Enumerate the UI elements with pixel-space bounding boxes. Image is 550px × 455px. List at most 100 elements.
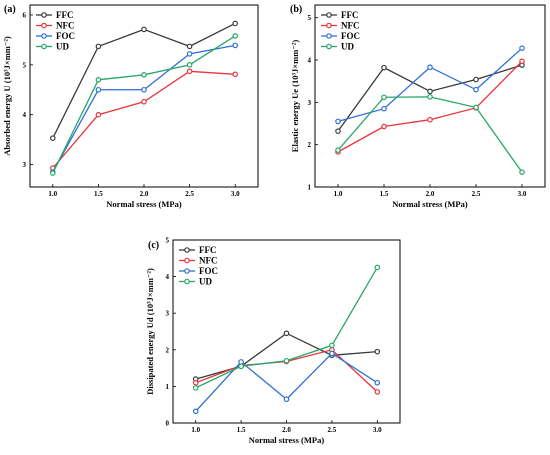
legend-label-nfc: NFC xyxy=(199,256,218,266)
data-point-ud xyxy=(473,104,479,111)
series-line-foc xyxy=(52,44,236,173)
legend-marker-nfc xyxy=(184,257,190,264)
x-tick-label: 3.0 xyxy=(518,190,527,198)
data-point-nfc xyxy=(427,116,433,123)
legend-label-nfc: NFC xyxy=(341,21,360,31)
y-tick-label: 3 xyxy=(308,99,312,107)
data-point-nfc xyxy=(192,379,199,386)
legend-label-ffc: FFC xyxy=(341,10,359,20)
x-tick-label: 3.0 xyxy=(373,426,382,434)
legend-label-ud: UD xyxy=(341,42,354,52)
data-point-foc xyxy=(95,86,102,93)
x-tick-label: 2.5 xyxy=(328,426,337,434)
data-point-ffc xyxy=(141,26,147,33)
y-tick-label: 4 xyxy=(308,57,312,65)
data-point-foc xyxy=(238,359,244,365)
data-point-ud xyxy=(381,94,387,101)
legend-label-ffc: FFC xyxy=(199,245,217,255)
x-tick-label: 1.5 xyxy=(237,426,246,434)
y-tick-label: 4 xyxy=(23,111,27,119)
data-point-foc xyxy=(192,408,199,415)
data-point-ud xyxy=(427,94,433,100)
data-point-foc xyxy=(186,51,193,57)
data-point-ud xyxy=(329,342,335,349)
x-tick-label: 2.0 xyxy=(426,190,435,198)
series-line-foc xyxy=(337,47,523,123)
legend-marker-ud xyxy=(41,43,47,50)
y-tick-label: 2 xyxy=(308,141,312,149)
x-tick-label: 1.5 xyxy=(94,190,103,198)
data-point-ffc xyxy=(186,43,193,50)
y-tick-label: 0 xyxy=(166,420,170,428)
series-line-nfc xyxy=(52,70,236,169)
data-point-foc xyxy=(141,86,147,93)
data-point-ffc xyxy=(232,20,239,27)
data-point-ud xyxy=(186,62,193,68)
y-tick-label: 1 xyxy=(308,184,312,192)
legend-label-foc: FOC xyxy=(341,31,360,41)
x-axis-title: Normal stress (MPa) xyxy=(106,199,182,209)
data-point-foc xyxy=(519,45,525,51)
data-point-ud xyxy=(232,33,239,39)
panel-label: (b) xyxy=(290,4,302,15)
data-point-ffc xyxy=(374,348,381,355)
data-point-foc xyxy=(381,105,387,112)
y-tick-label: 1 xyxy=(166,383,170,391)
panel-label: (c) xyxy=(148,240,159,251)
x-tick-label: 1.0 xyxy=(48,190,57,198)
legend-marker-ud xyxy=(184,278,190,285)
legend-label-ffc: FFC xyxy=(56,10,74,20)
series-line-ud xyxy=(337,96,523,173)
legend-marker-foc xyxy=(41,33,47,39)
legend-marker-ffc xyxy=(184,247,190,253)
x-axis-title: Normal stress (MPa) xyxy=(392,199,468,209)
series-line-ud xyxy=(195,267,378,389)
y-tick-label: 5 xyxy=(308,14,312,22)
data-point-ud xyxy=(335,147,341,153)
x-tick-label: 2.0 xyxy=(282,426,291,434)
x-tick-label: 1.0 xyxy=(334,190,343,198)
y-tick-label: 5 xyxy=(166,237,170,245)
data-point-ud xyxy=(49,170,56,176)
data-point-nfc xyxy=(519,58,525,65)
data-point-ud xyxy=(238,363,244,370)
data-point-ffc xyxy=(283,330,290,337)
legend-label-foc: FOC xyxy=(56,31,75,41)
data-point-foc xyxy=(335,118,341,125)
data-point-foc xyxy=(427,64,433,71)
data-point-ffc xyxy=(381,64,387,71)
y-tick-label: 6 xyxy=(23,11,27,19)
panel-label: (a) xyxy=(4,4,16,15)
legend-marker-foc xyxy=(184,268,190,274)
data-point-nfc xyxy=(374,389,381,395)
data-point-foc xyxy=(473,86,479,93)
y-axis-title: Dissipated energy Ud (10³J×mm⁻²) xyxy=(145,268,155,395)
y-tick-label: 3 xyxy=(166,310,170,318)
chart-panel-a: (a) 1.0 1.5 2.0 2.5 3.0 3 4 5 6 Normal stress (MPa… xyxy=(2,4,259,209)
legend-label-ud: UD xyxy=(56,42,69,52)
data-point-ud xyxy=(374,264,381,271)
data-point-nfc xyxy=(232,71,239,78)
x-axis-title: Normal stress (MPa) xyxy=(249,435,325,445)
x-tick-label: 2.5 xyxy=(472,190,481,198)
data-point-ud xyxy=(95,76,102,83)
x-tick-label: 3.0 xyxy=(231,190,240,198)
data-point-nfc xyxy=(141,98,147,105)
chart-panel-b: (b) 1.0 1.5 2.0 2.5 3.0 1 2 3 4 5 Normal stress (MP… xyxy=(290,4,546,209)
legend-marker-ud xyxy=(326,43,332,50)
data-point-foc xyxy=(374,379,381,386)
data-point-foc xyxy=(232,42,239,49)
data-point-ffc xyxy=(427,88,433,95)
x-tick-label: 2.5 xyxy=(185,190,194,198)
data-point-ud xyxy=(283,357,290,364)
data-point-ud xyxy=(192,385,199,391)
data-point-foc xyxy=(329,350,335,357)
legend-marker-foc xyxy=(326,33,332,39)
series-line-ffc xyxy=(52,22,236,139)
y-tick-label: 4 xyxy=(166,273,170,281)
y-tick-label: 2 xyxy=(166,346,170,354)
